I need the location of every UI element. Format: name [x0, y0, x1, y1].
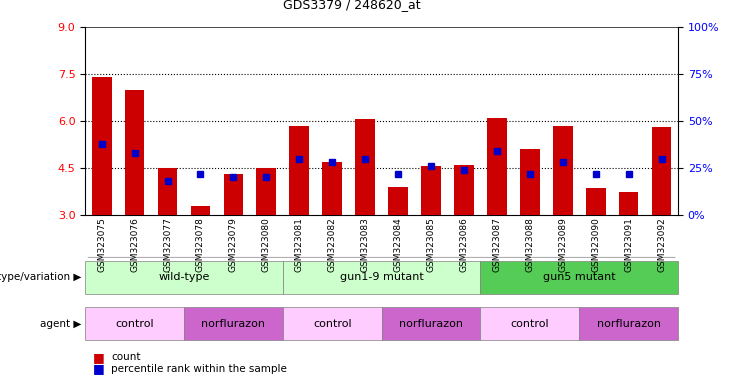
Text: ■: ■ [93, 351, 104, 364]
Bar [553, 126, 573, 215]
Bar [158, 168, 177, 215]
Text: GSM323088: GSM323088 [525, 217, 534, 272]
Bar [388, 187, 408, 215]
Text: gun5 mutant: gun5 mutant [543, 272, 616, 283]
Text: GSM323083: GSM323083 [361, 217, 370, 272]
Text: GSM323080: GSM323080 [262, 217, 271, 272]
Text: ■: ■ [93, 362, 104, 375]
Bar [355, 119, 375, 215]
Text: count: count [111, 352, 141, 362]
Text: GSM323078: GSM323078 [196, 217, 205, 272]
Text: norflurazon: norflurazon [399, 318, 463, 329]
Text: control: control [116, 318, 154, 329]
Bar [190, 206, 210, 215]
Text: control: control [313, 318, 351, 329]
Text: GSM323091: GSM323091 [624, 217, 633, 272]
Bar [619, 192, 639, 215]
Bar [651, 127, 671, 215]
Bar [520, 149, 539, 215]
Bar [92, 77, 112, 215]
Bar [290, 126, 309, 215]
Text: GSM323079: GSM323079 [229, 217, 238, 272]
Text: GSM323087: GSM323087 [492, 217, 502, 272]
Text: GSM323081: GSM323081 [295, 217, 304, 272]
Bar [586, 189, 605, 215]
Text: GSM323090: GSM323090 [591, 217, 600, 272]
Bar [421, 166, 441, 215]
Text: GDS3379 / 248620_at: GDS3379 / 248620_at [283, 0, 421, 12]
Text: GSM323077: GSM323077 [163, 217, 172, 272]
Bar [322, 162, 342, 215]
Text: GSM323082: GSM323082 [328, 217, 336, 272]
Text: norflurazon: norflurazon [597, 318, 661, 329]
Text: norflurazon: norflurazon [202, 318, 265, 329]
Text: GSM323089: GSM323089 [558, 217, 568, 272]
Text: agent ▶: agent ▶ [40, 318, 82, 329]
Text: GSM323085: GSM323085 [427, 217, 436, 272]
Text: GSM323075: GSM323075 [97, 217, 106, 272]
Text: wild-type: wild-type [159, 272, 210, 283]
Bar [487, 118, 507, 215]
Text: control: control [511, 318, 549, 329]
Text: gun1-9 mutant: gun1-9 mutant [339, 272, 424, 283]
Text: GSM323076: GSM323076 [130, 217, 139, 272]
Text: genotype/variation ▶: genotype/variation ▶ [0, 272, 82, 283]
Text: percentile rank within the sample: percentile rank within the sample [111, 364, 287, 374]
Bar [224, 174, 243, 215]
Bar [454, 165, 473, 215]
Text: GSM323086: GSM323086 [459, 217, 468, 272]
Bar [124, 89, 144, 215]
Bar [256, 168, 276, 215]
Text: GSM323092: GSM323092 [657, 217, 666, 272]
Text: GSM323084: GSM323084 [393, 217, 402, 272]
